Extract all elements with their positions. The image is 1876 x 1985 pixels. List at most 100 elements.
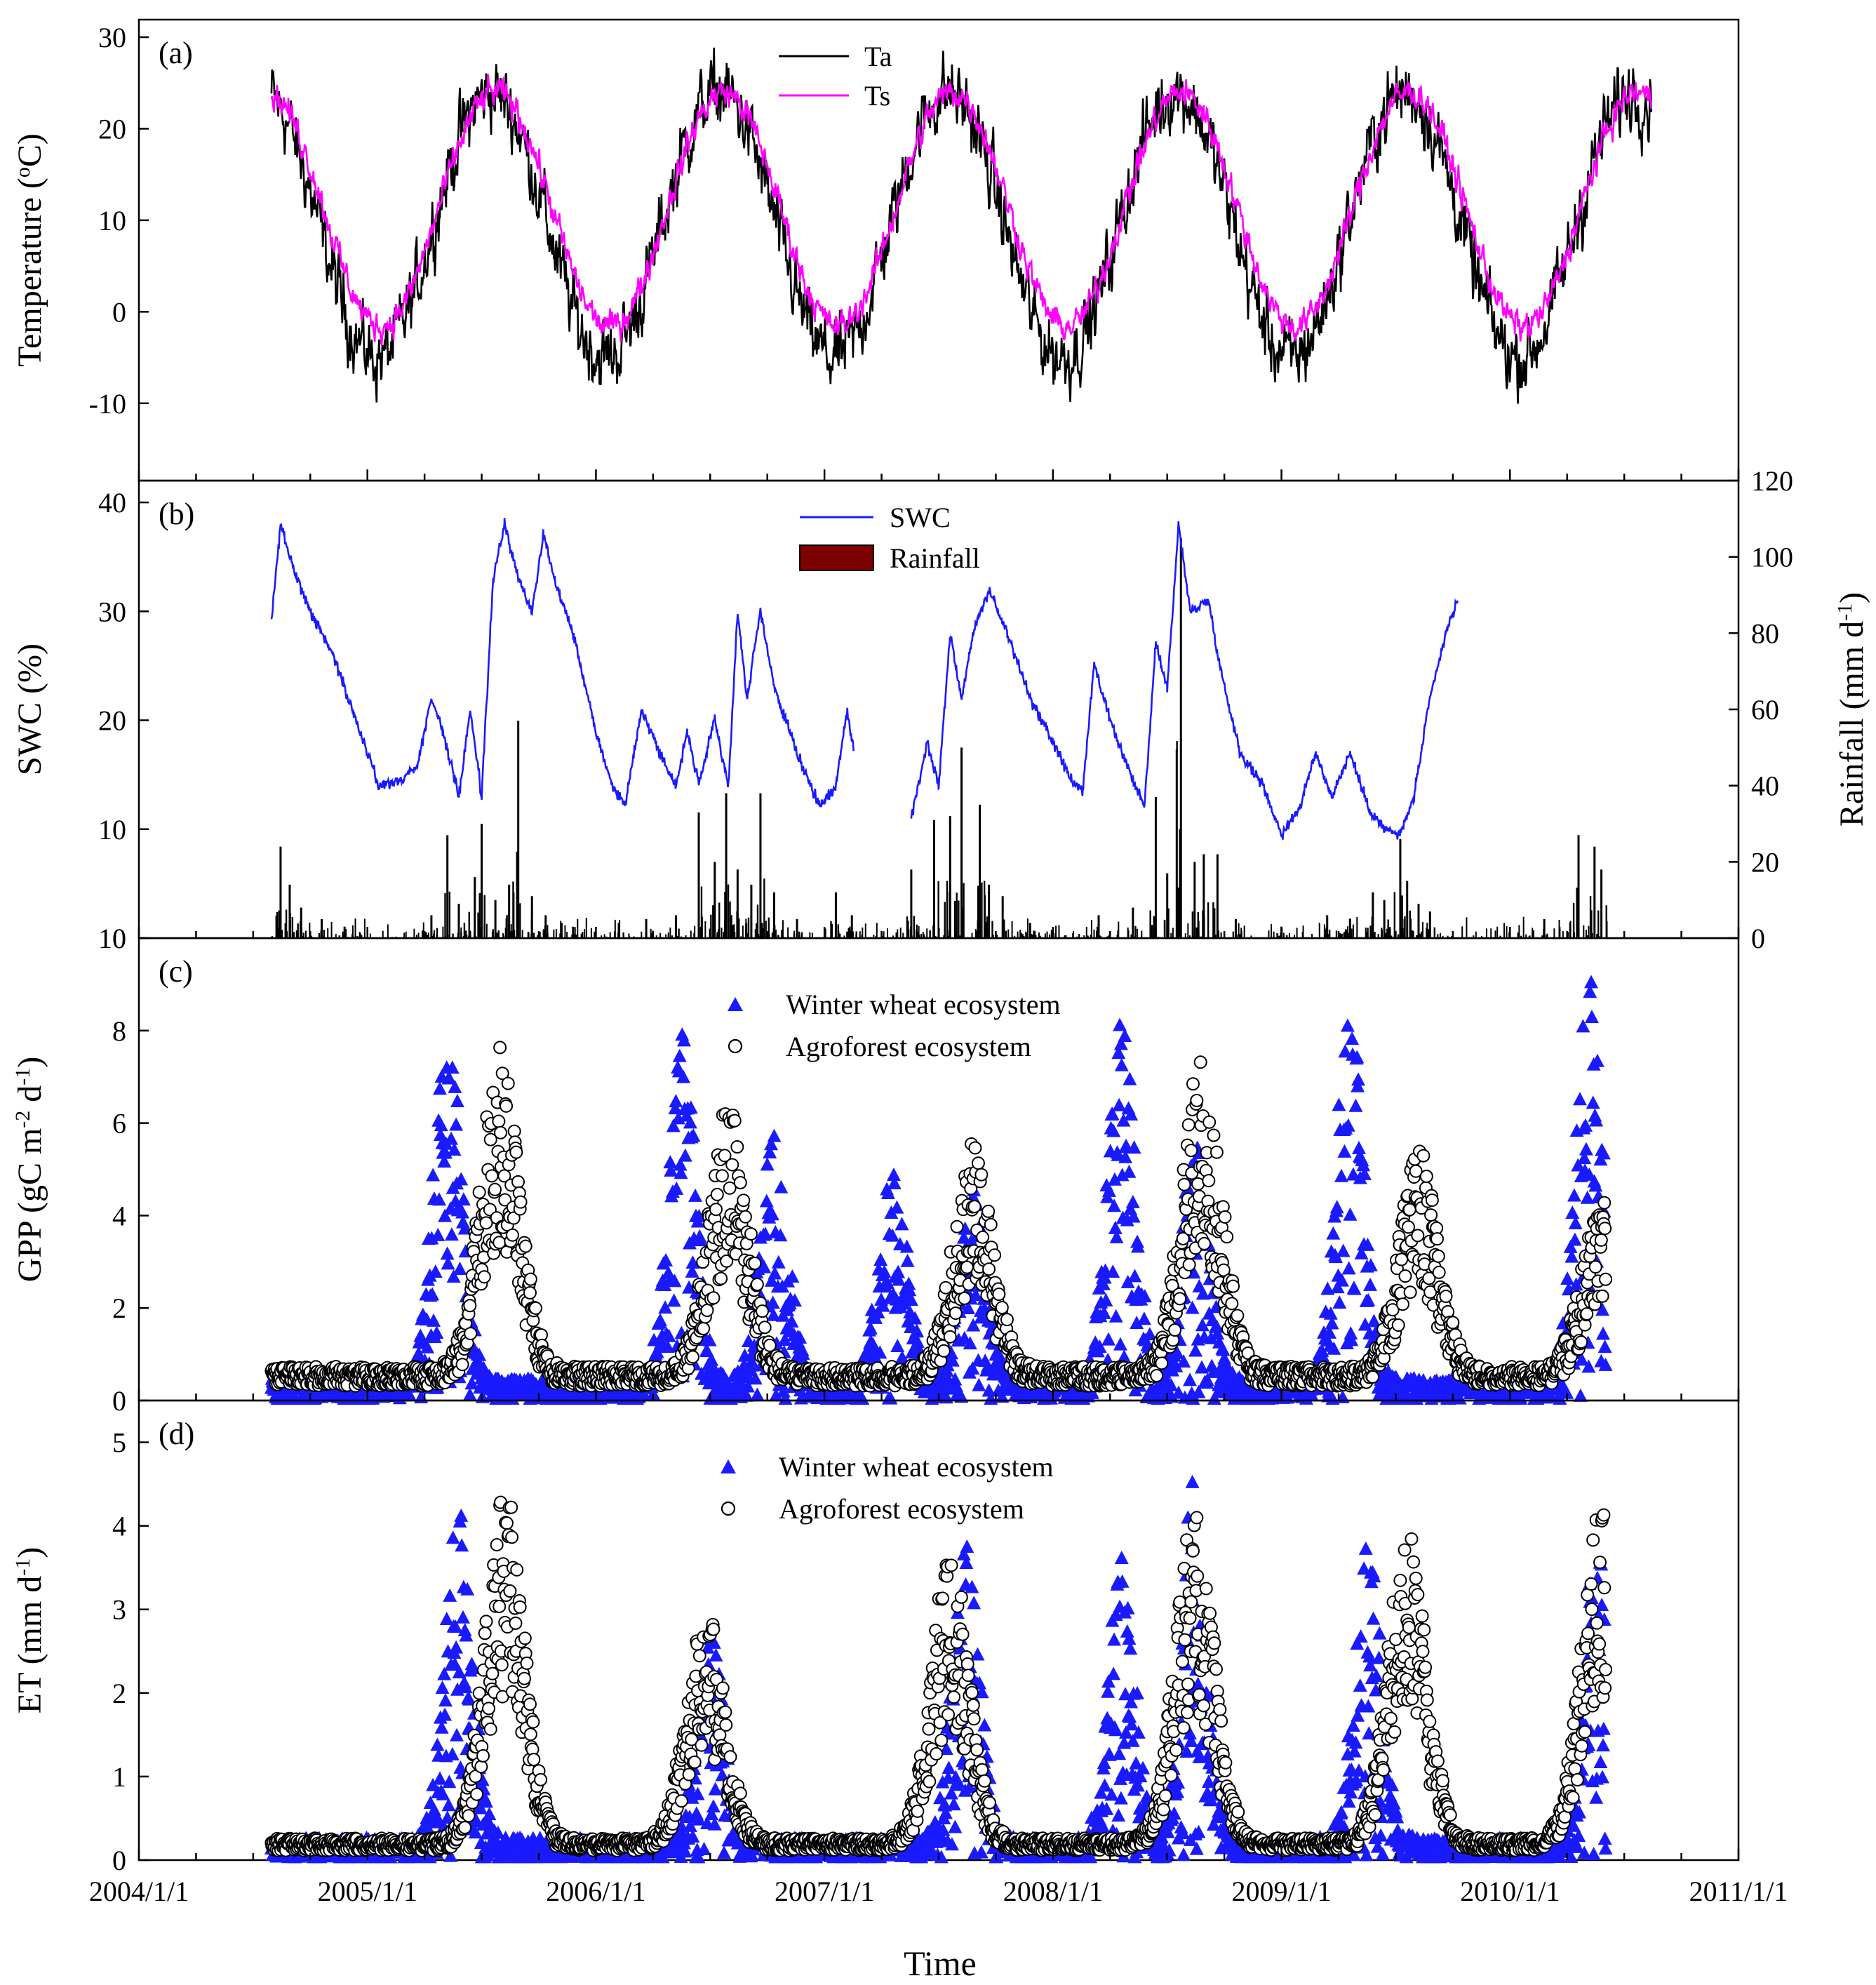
agro-markers bbox=[264, 1041, 1613, 1393]
wheat-point bbox=[663, 1155, 678, 1169]
agro-point bbox=[1210, 1145, 1224, 1159]
agro-point bbox=[1226, 1279, 1240, 1293]
wheat-point bbox=[660, 1339, 675, 1354]
wheat-point bbox=[446, 1269, 461, 1283]
wheat-point bbox=[1356, 1158, 1371, 1172]
agro-point bbox=[1182, 1258, 1196, 1272]
wheat-point bbox=[885, 1228, 900, 1242]
agro-point bbox=[514, 1195, 528, 1209]
wheat-point bbox=[909, 1323, 924, 1337]
y2tick-label: 60 bbox=[1751, 694, 1779, 726]
agro-point bbox=[1419, 1170, 1433, 1184]
wheat-point bbox=[426, 1168, 441, 1182]
wheat-point bbox=[1589, 1113, 1604, 1127]
agro-point bbox=[949, 1306, 963, 1321]
wheat-point bbox=[472, 1347, 487, 1361]
agro-point bbox=[1411, 1229, 1425, 1243]
agro-point bbox=[756, 1304, 770, 1318]
wheat-point bbox=[683, 1100, 698, 1114]
agro-point bbox=[1173, 1292, 1187, 1306]
wheat-point bbox=[1106, 1264, 1120, 1278]
agro-point bbox=[485, 1169, 499, 1183]
wheat-point bbox=[1336, 1243, 1351, 1257]
ytick-label: 2 bbox=[112, 1292, 126, 1324]
wheat-point bbox=[966, 1318, 981, 1332]
wheat-point bbox=[444, 1131, 459, 1145]
wheat-point bbox=[1344, 1332, 1359, 1346]
wheat-point bbox=[877, 1264, 892, 1278]
agro-point bbox=[738, 1210, 752, 1224]
wheat-point bbox=[1185, 1300, 1200, 1314]
agro-point bbox=[1391, 1318, 1405, 1332]
agro-point bbox=[1168, 1323, 1182, 1337]
wheat-point bbox=[785, 1269, 800, 1283]
y2-axis-label-rainfall: Rainfall (mm d-1) bbox=[1833, 592, 1871, 827]
agro-point bbox=[967, 1200, 981, 1214]
wheat-point bbox=[1194, 1360, 1209, 1374]
wheat-point bbox=[890, 1339, 905, 1353]
agro-point bbox=[1424, 1208, 1438, 1222]
wheat-point bbox=[453, 1261, 467, 1275]
ytick-label: 30 bbox=[98, 596, 126, 627]
wheat-point bbox=[454, 1172, 469, 1186]
wheat-point bbox=[890, 1200, 904, 1214]
wheat-point bbox=[1117, 1349, 1132, 1363]
agro-point bbox=[1401, 1220, 1415, 1234]
wheat-point bbox=[683, 1115, 697, 1129]
wheat-point bbox=[764, 1273, 779, 1287]
ytick-label: 10 bbox=[98, 205, 126, 236]
wheat-point bbox=[945, 1353, 960, 1367]
wheat-point bbox=[1109, 1229, 1124, 1243]
wheat-point bbox=[1207, 1364, 1222, 1378]
agro-point bbox=[505, 1228, 519, 1242]
wheat-point bbox=[444, 1227, 459, 1241]
agro-point bbox=[1432, 1265, 1446, 1279]
wheat-point bbox=[1200, 1372, 1215, 1386]
wheat-point bbox=[963, 1336, 977, 1350]
wheat-point bbox=[766, 1307, 781, 1321]
wheat-point bbox=[995, 1389, 1010, 1403]
wheat-point bbox=[678, 1148, 692, 1162]
wheat-point bbox=[956, 1230, 971, 1244]
agro-point bbox=[730, 1140, 744, 1154]
wheat-point bbox=[900, 1253, 915, 1267]
wheat-point bbox=[949, 1378, 964, 1392]
wheat-point bbox=[1584, 1010, 1599, 1024]
rainfall-bars bbox=[271, 537, 1608, 938]
wheat-point bbox=[904, 1292, 918, 1306]
wheat-point bbox=[948, 1372, 963, 1386]
wheat-point bbox=[774, 1179, 789, 1194]
wheat-point bbox=[1124, 1107, 1139, 1121]
agro-point bbox=[950, 1219, 964, 1234]
wheat-point bbox=[1325, 1316, 1339, 1330]
wheat-point bbox=[1345, 1031, 1360, 1045]
wheat-point bbox=[1361, 1292, 1376, 1306]
wheat-point bbox=[1363, 1277, 1378, 1291]
agro-point bbox=[1000, 1313, 1014, 1327]
wheat-point bbox=[793, 1330, 808, 1344]
wheat-point bbox=[1568, 1215, 1583, 1229]
wheat-point bbox=[1560, 1385, 1574, 1399]
ytick-label: 4 bbox=[112, 1200, 126, 1231]
wheat-point bbox=[897, 1296, 911, 1310]
wheat-point bbox=[899, 1239, 914, 1253]
wheat-point bbox=[449, 1117, 464, 1131]
wheat-point bbox=[445, 1060, 460, 1074]
agro-point bbox=[1177, 1177, 1191, 1191]
wheat-point bbox=[1108, 1220, 1123, 1234]
wheat-point bbox=[777, 1332, 792, 1346]
wheat-point bbox=[757, 1259, 772, 1274]
ytick-label: 0 bbox=[112, 923, 126, 954]
series-line-swc bbox=[270, 518, 855, 808]
wheat-point bbox=[784, 1314, 799, 1328]
wheat-point bbox=[1137, 1311, 1151, 1325]
wheat-point bbox=[456, 1192, 471, 1206]
agro-point bbox=[1231, 1309, 1245, 1323]
wheat-point bbox=[773, 1228, 788, 1242]
wheat-point bbox=[1571, 1158, 1586, 1172]
wheat-point bbox=[1581, 1359, 1596, 1373]
legend-label-ts: Ts bbox=[864, 80, 890, 112]
wheat-point bbox=[1580, 1190, 1595, 1204]
legend-label-swc: SWC bbox=[890, 502, 951, 533]
